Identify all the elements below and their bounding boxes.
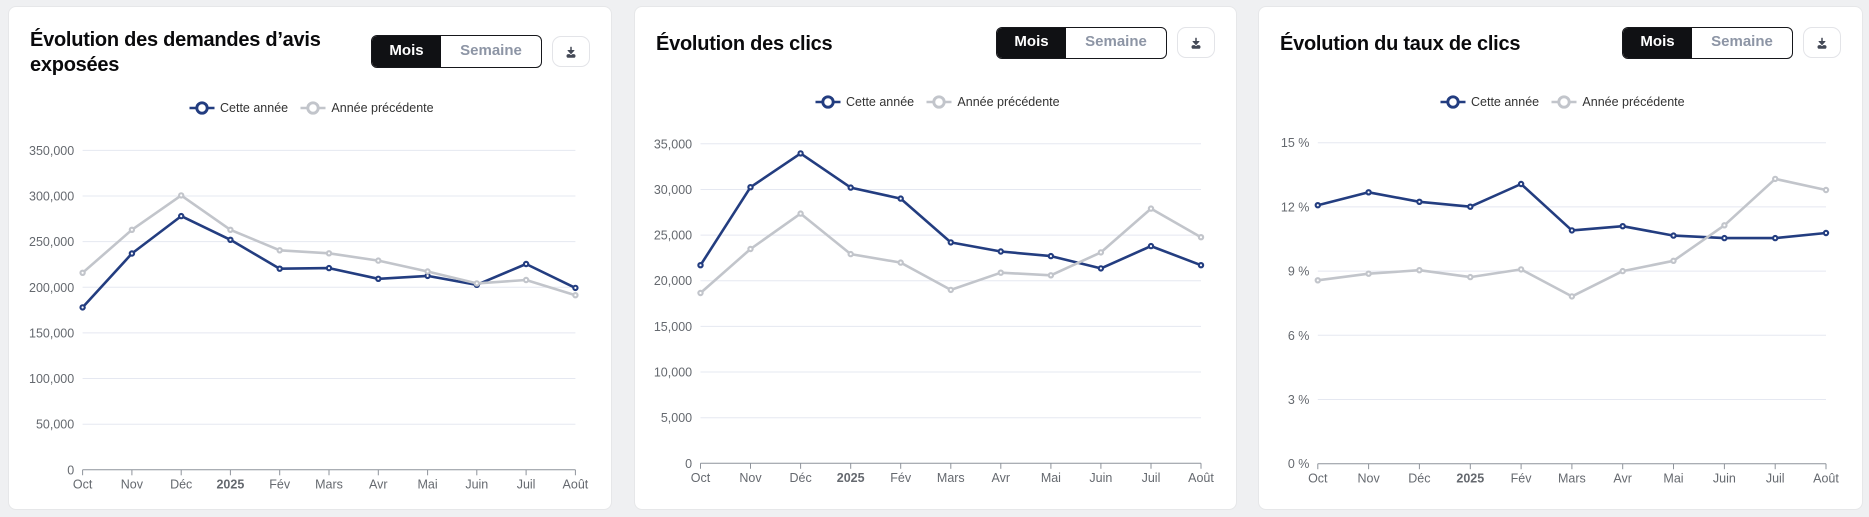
svg-text:200,000: 200,000 — [29, 281, 74, 295]
svg-text:10,000: 10,000 — [654, 366, 692, 380]
svg-text:Mars: Mars — [937, 471, 965, 485]
svg-text:Mai: Mai — [418, 477, 438, 491]
svg-text:Juil: Juil — [1766, 471, 1785, 485]
svg-text:0: 0 — [67, 463, 74, 477]
svg-text:Juil: Juil — [1142, 471, 1161, 485]
svg-text:6 %: 6 % — [1288, 329, 1310, 343]
svg-text:350,000: 350,000 — [29, 144, 74, 158]
svg-text:Août: Août — [1813, 471, 1839, 485]
svg-text:30,000: 30,000 — [654, 183, 692, 197]
svg-text:Avr: Avr — [369, 477, 388, 491]
svg-text:250,000: 250,000 — [29, 235, 74, 249]
svg-text:Mai: Mai — [1041, 471, 1061, 485]
svg-text:2025: 2025 — [216, 477, 244, 491]
svg-text:Mai: Mai — [1663, 471, 1683, 485]
svg-text:35,000: 35,000 — [654, 137, 692, 151]
svg-text:Juin: Juin — [1089, 471, 1112, 485]
svg-text:2025: 2025 — [837, 471, 865, 485]
svg-text:Avr: Avr — [992, 471, 1011, 485]
svg-text:9 %: 9 % — [1288, 265, 1310, 279]
svg-text:25,000: 25,000 — [654, 229, 692, 243]
svg-text:Nov: Nov — [739, 471, 762, 485]
svg-text:Nov: Nov — [1357, 471, 1380, 485]
svg-text:Juin: Juin — [465, 477, 488, 491]
svg-text:Mars: Mars — [1558, 471, 1586, 485]
svg-text:12 %: 12 % — [1281, 200, 1310, 214]
svg-text:0 %: 0 % — [1288, 457, 1310, 471]
svg-text:Juil: Juil — [517, 477, 536, 491]
svg-text:15,000: 15,000 — [654, 320, 692, 334]
svg-text:20,000: 20,000 — [654, 274, 692, 288]
svg-text:Oct: Oct — [1308, 471, 1328, 485]
svg-text:15 %: 15 % — [1281, 136, 1310, 150]
svg-text:2025: 2025 — [1456, 471, 1484, 485]
svg-text:Avr: Avr — [1613, 471, 1632, 485]
svg-text:150,000: 150,000 — [29, 326, 74, 340]
svg-text:Août: Août — [1188, 471, 1214, 485]
svg-text:Fév: Fév — [890, 471, 912, 485]
svg-text:300,000: 300,000 — [29, 190, 74, 204]
svg-text:Fév: Fév — [1511, 471, 1533, 485]
svg-text:3 %: 3 % — [1288, 393, 1310, 407]
svg-text:Déc: Déc — [170, 477, 192, 491]
svg-text:Nov: Nov — [121, 477, 144, 491]
svg-text:5,000: 5,000 — [661, 411, 692, 425]
svg-text:Oct: Oct — [691, 471, 711, 485]
svg-text:100,000: 100,000 — [29, 372, 74, 386]
svg-text:Déc: Déc — [789, 471, 811, 485]
svg-text:Oct: Oct — [73, 477, 93, 491]
svg-text:Fév: Fév — [269, 477, 291, 491]
svg-text:Mars: Mars — [315, 477, 343, 491]
svg-text:50,000: 50,000 — [36, 418, 74, 432]
svg-text:Juin: Juin — [1713, 471, 1736, 485]
svg-text:Déc: Déc — [1408, 471, 1430, 485]
svg-text:0: 0 — [685, 457, 692, 471]
svg-text:Août: Août — [563, 477, 589, 491]
